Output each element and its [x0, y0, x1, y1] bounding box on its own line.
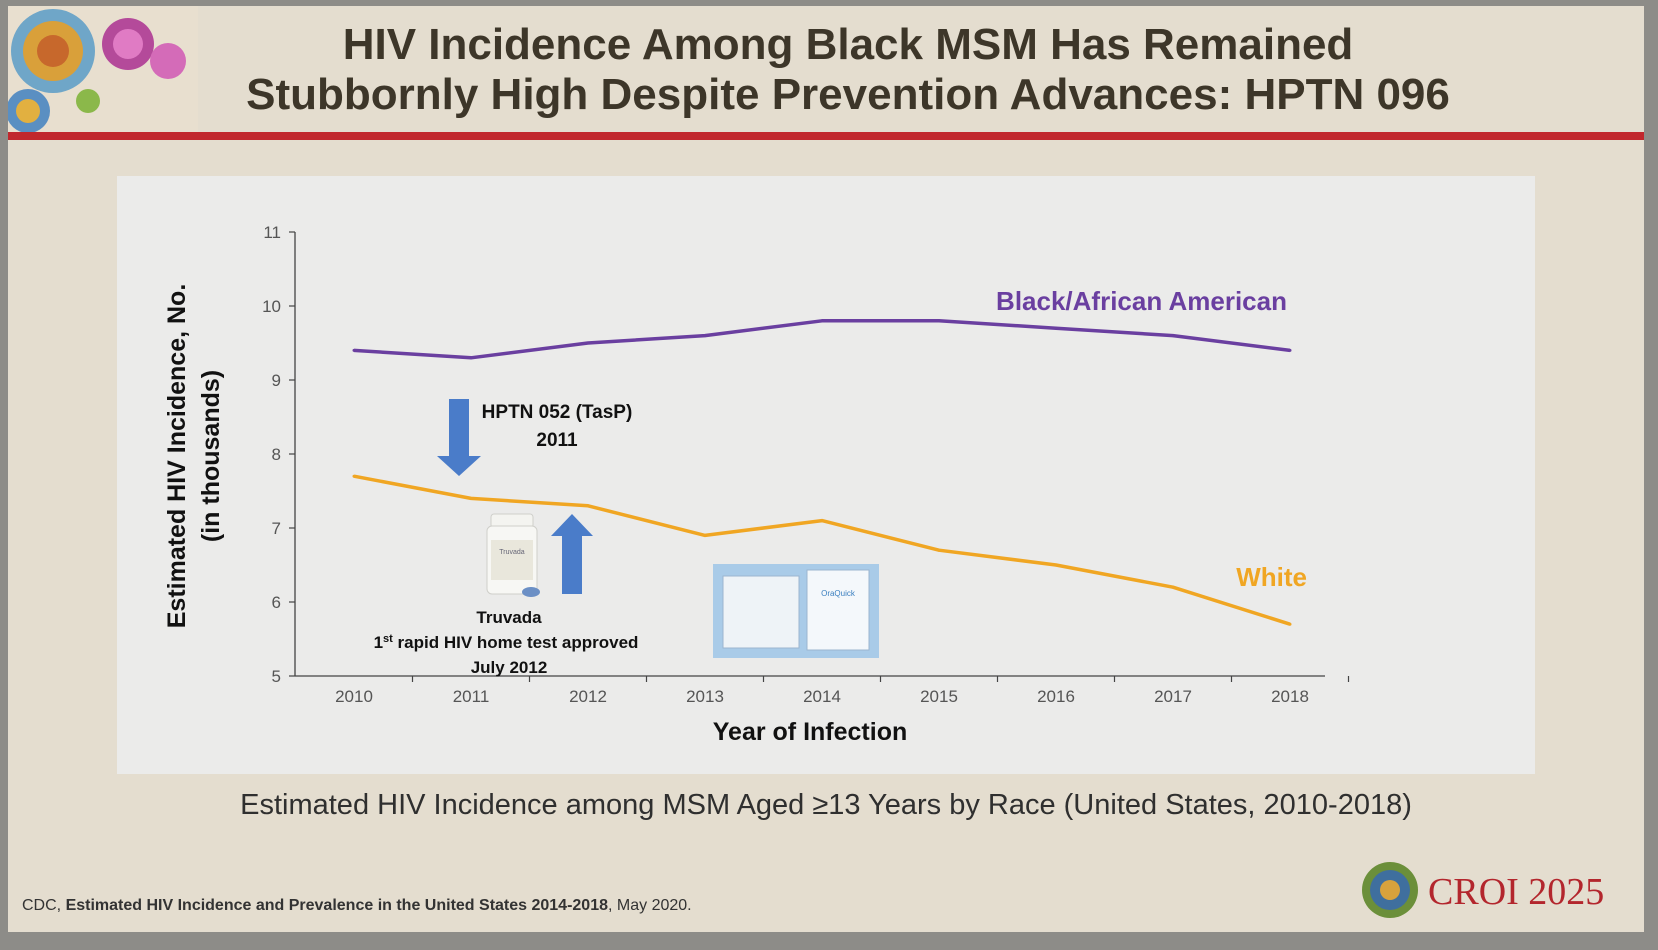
data-point	[1171, 334, 1175, 338]
home-test-kit-brand: OraQuick	[821, 589, 856, 598]
x-tick-label: 2015	[920, 687, 958, 706]
x-tick-label: 2018	[1271, 687, 1309, 706]
data-point	[352, 348, 356, 352]
data-point	[703, 533, 707, 537]
x-tick-label: 2016	[1037, 687, 1075, 706]
citation-date: , May 2020.	[608, 897, 692, 914]
data-point	[1288, 348, 1292, 352]
croi-virus-icon	[1362, 862, 1418, 918]
citation-title: Estimated HIV Incidence and Prevalence i…	[65, 897, 608, 914]
data-point	[586, 341, 590, 345]
home-test-kit-box	[806, 569, 870, 651]
pill-bottle-text: Truvada	[499, 549, 525, 556]
annotation-truvada-line1: Truvada	[476, 608, 542, 627]
series-label-white: White	[1236, 562, 1307, 592]
annotation-truvada-line3: July 2012	[471, 658, 548, 677]
data-point	[703, 334, 707, 338]
data-point	[352, 474, 356, 478]
citation-source: CDC,	[22, 897, 66, 914]
series-label-black: Black/African American	[996, 286, 1287, 316]
slide-title: HIV Incidence Among Black MSM Has Remain…	[98, 20, 1598, 120]
data-point	[469, 356, 473, 360]
y-tick-label: 9	[272, 371, 281, 390]
slide-title-line2: Stubbornly High Despite Prevention Advan…	[246, 70, 1450, 119]
data-point	[1054, 326, 1058, 330]
data-point	[937, 548, 941, 552]
data-point	[1288, 622, 1292, 626]
x-tick-label: 2012	[569, 687, 607, 706]
virus-illustration	[8, 6, 198, 132]
citation: CDC, Estimated HIV Incidence and Prevale…	[22, 897, 692, 915]
y-tick-label: 5	[272, 667, 281, 686]
data-point	[820, 319, 824, 323]
y-axis-label-line1: Estimated HIV Incidence, No.	[163, 284, 191, 629]
annotation-hptn052-line2: 2011	[536, 430, 578, 451]
y-tick-label: 8	[272, 445, 281, 464]
up-arrow-icon	[551, 514, 593, 594]
y-tick-label: 6	[272, 593, 281, 612]
x-tick-label: 2011	[453, 687, 490, 706]
x-axis-label: Year of Infection	[713, 718, 907, 746]
line-chart: 5 6 7 8 9 10 11 2010 2011 2012 2013 2014 2015 2016 201…	[163, 223, 1350, 746]
data-point	[937, 319, 941, 323]
data-point	[586, 504, 590, 508]
home-test-kit-tray	[722, 575, 800, 649]
croi-logo-text: CROI 2025	[1428, 871, 1605, 913]
x-tick-label: 2017	[1154, 687, 1192, 706]
y-tick-label: 10	[262, 297, 281, 316]
croi-logo: CROI 2025	[1358, 856, 1638, 928]
annotation-hptn052-line1: HPTN 052 (TasP)	[482, 402, 633, 423]
annotation-truvada-line2: 1st rapid HIV home test approved	[374, 633, 639, 652]
down-arrow-icon	[437, 399, 481, 476]
y-tick-label: 7	[272, 519, 281, 538]
chart-caption: Estimated HIV Incidence among MSM Aged ≥…	[240, 789, 1412, 821]
series-line-black	[353, 319, 1291, 360]
pill-icon	[522, 587, 540, 597]
x-tick-label: 2010	[335, 687, 373, 706]
x-tick-label: 2014	[803, 687, 841, 706]
title-divider	[8, 132, 1644, 140]
x-tick-label: 2013	[686, 687, 724, 706]
slide: HIV Incidence Among Black MSM Has Remain…	[8, 6, 1644, 932]
chart-panel: 5 6 7 8 9 10 11 2010 2011 2012 2013 2014 2015 2016 201…	[117, 176, 1535, 774]
pill-bottle-label	[491, 540, 533, 580]
data-point	[1054, 563, 1058, 567]
y-axis-label-line2: (in thousands)	[197, 370, 225, 542]
data-point	[820, 519, 824, 523]
slide-title-line1: HIV Incidence Among Black MSM Has Remain…	[342, 20, 1354, 69]
data-point	[1171, 585, 1175, 589]
y-tick-label: 11	[263, 223, 281, 242]
data-point	[469, 496, 473, 500]
